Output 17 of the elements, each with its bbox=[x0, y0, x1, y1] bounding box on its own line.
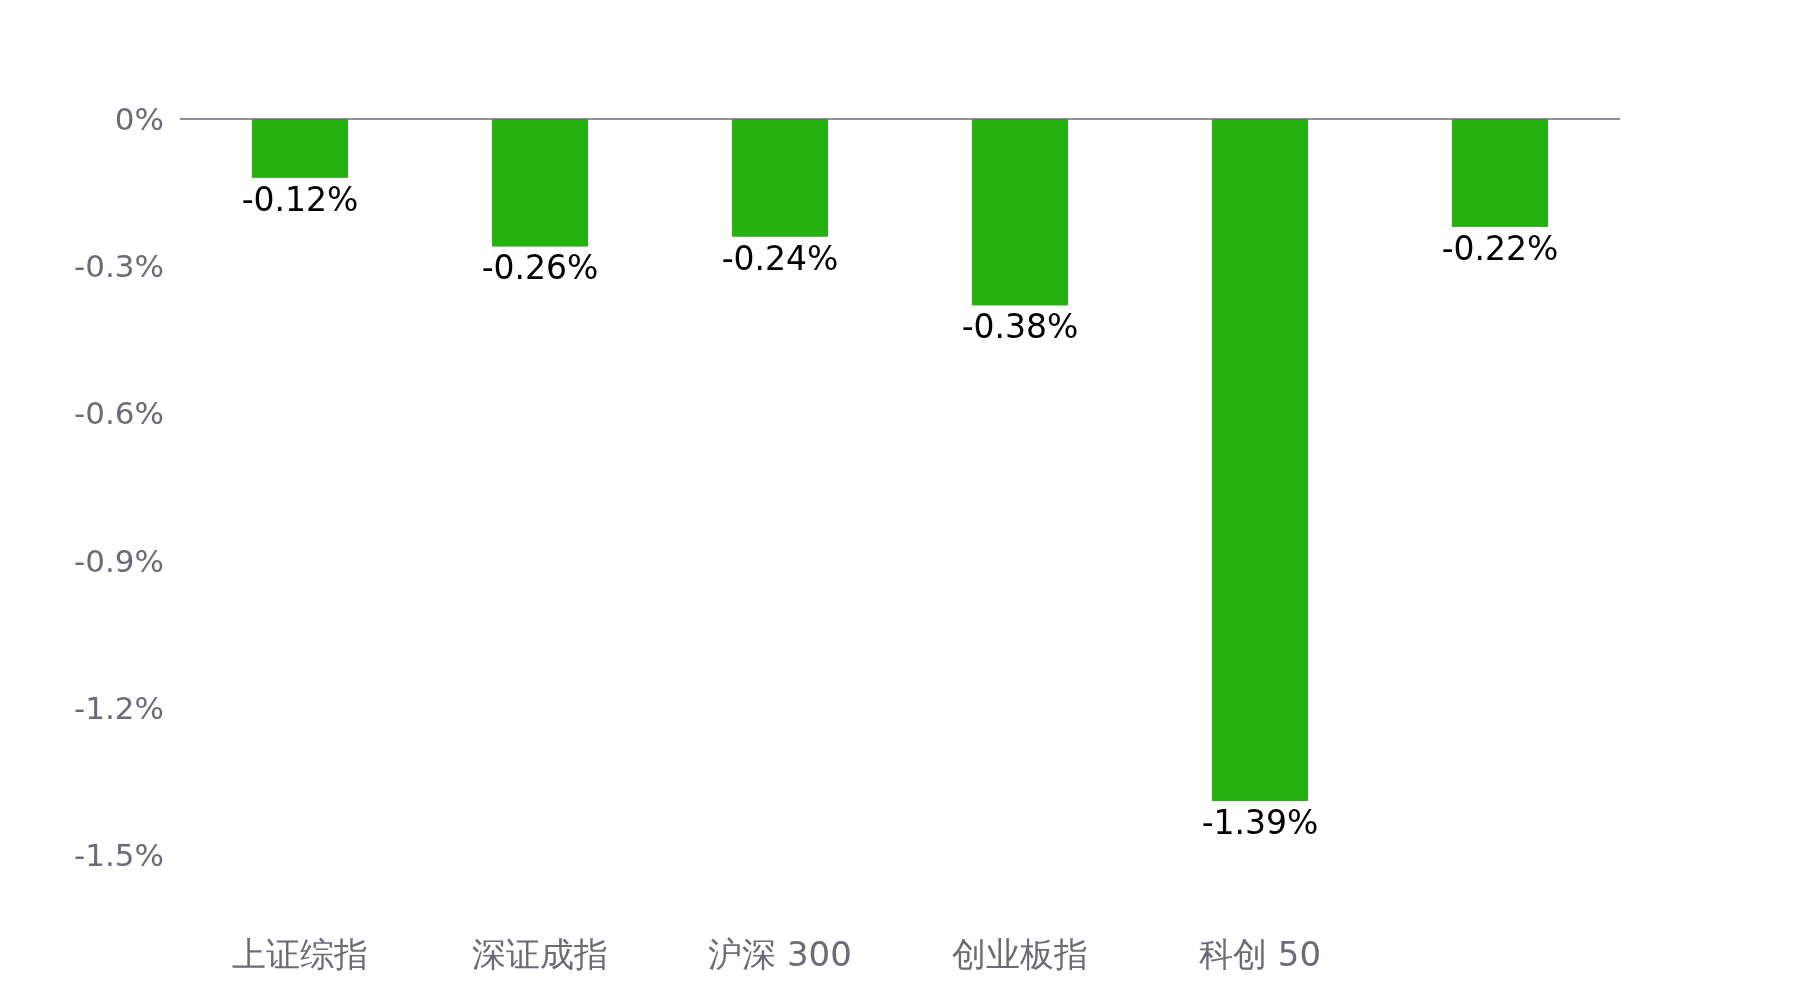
data-label: -0.24% bbox=[721, 238, 839, 278]
x-tick-label: 上证综指 bbox=[232, 934, 368, 974]
y-tick-label: -0.9% bbox=[74, 542, 164, 579]
y-tick-label: -0.6% bbox=[74, 395, 164, 432]
data-label: -0.38% bbox=[961, 307, 1079, 347]
data-label: -1.39% bbox=[1201, 802, 1319, 842]
y-tick-label: 0% bbox=[114, 101, 164, 137]
y-tick-label: -0.3% bbox=[74, 248, 164, 285]
data-label: -0.12% bbox=[241, 179, 359, 219]
data-label: -0.26% bbox=[481, 248, 599, 288]
x-tick-label: 深证成指 bbox=[472, 934, 608, 974]
data-label: -0.22% bbox=[1441, 228, 1559, 268]
x-tick-label: 科创 50 bbox=[1198, 934, 1322, 974]
x-tick-label: 沪深 300 bbox=[708, 934, 852, 974]
y-tick-label: -1.2% bbox=[74, 689, 164, 726]
y-tick-label: -1.5% bbox=[74, 837, 164, 873]
x-tick-label: 创业板指 bbox=[952, 934, 1088, 974]
